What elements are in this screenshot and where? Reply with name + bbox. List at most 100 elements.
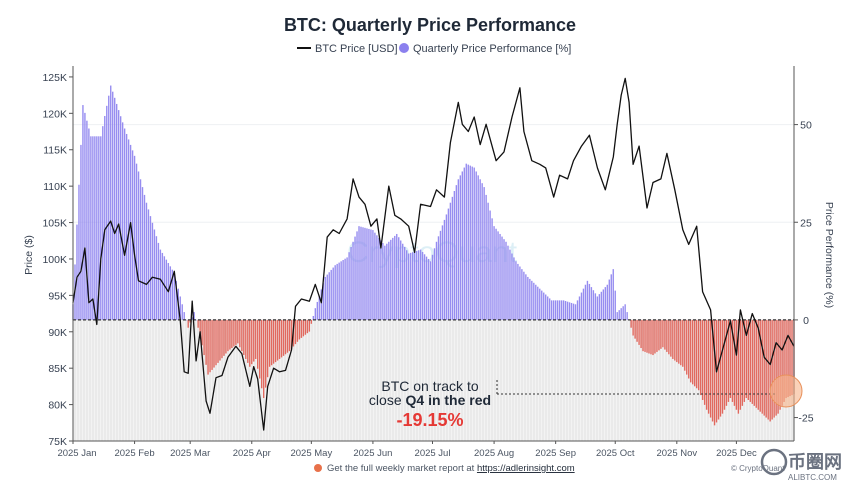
performance-bar bbox=[672, 319, 674, 359]
performance-bar bbox=[374, 232, 376, 320]
performance-bar bbox=[435, 241, 438, 320]
performance-bar bbox=[268, 319, 271, 367]
performance-bar bbox=[318, 295, 320, 320]
annotation-line1: BTC on track to bbox=[381, 378, 478, 394]
performance-bar bbox=[125, 133, 128, 320]
performance-bar bbox=[274, 319, 277, 363]
performance-bar bbox=[378, 237, 380, 320]
copyright-text: © CryptoQuant bbox=[731, 464, 785, 473]
y-left-tick-label: 115K bbox=[43, 145, 67, 157]
performance-bar bbox=[76, 224, 78, 320]
performance-bar bbox=[767, 319, 769, 420]
performance-bar bbox=[771, 319, 773, 420]
footer: Get the full weekly market report at htt… bbox=[314, 463, 575, 474]
performance-bar bbox=[199, 319, 201, 336]
performance-bar bbox=[157, 242, 160, 320]
performance-bar bbox=[519, 266, 521, 320]
performance-bar bbox=[755, 319, 757, 408]
performance-bar bbox=[324, 276, 326, 320]
performance-bar bbox=[225, 319, 227, 354]
y-left-tick-label: 100K bbox=[42, 254, 67, 266]
performance-bar bbox=[723, 319, 726, 410]
performance-bar bbox=[163, 256, 166, 320]
performance-bar bbox=[523, 271, 525, 320]
negative-region-fill bbox=[73, 319, 794, 441]
performance-bar bbox=[231, 319, 233, 349]
performance-bar bbox=[419, 249, 422, 320]
performance-bar bbox=[449, 202, 452, 320]
performance-bar bbox=[701, 319, 704, 400]
performance-bar bbox=[791, 319, 793, 396]
performance-bar bbox=[695, 319, 698, 389]
performance-bar bbox=[191, 317, 193, 320]
performance-bar bbox=[713, 319, 716, 426]
performance-bar bbox=[640, 319, 642, 349]
performance-bar bbox=[183, 312, 185, 320]
performance-bar bbox=[411, 252, 414, 320]
performance-bar bbox=[560, 300, 563, 320]
performance-bar bbox=[300, 319, 303, 338]
y-left-tick-label: 90K bbox=[48, 327, 67, 339]
performance-bar bbox=[380, 240, 382, 320]
performance-bar bbox=[390, 239, 392, 320]
performance-bar bbox=[272, 319, 275, 364]
performance-bar bbox=[501, 236, 503, 320]
performance-bar bbox=[320, 289, 322, 320]
performance-bar bbox=[493, 226, 495, 320]
performance-bar bbox=[489, 210, 491, 320]
performance-bar bbox=[110, 85, 112, 320]
performance-bar bbox=[245, 319, 247, 359]
performance-bar bbox=[612, 269, 614, 320]
performance-bar bbox=[638, 319, 640, 345]
performance-bar bbox=[721, 319, 724, 414]
y-left-ticks: 75K 80K 85K 90K 95K 100K 105K 110K 115K 120K 125K bbox=[42, 72, 73, 448]
performance-bar bbox=[785, 319, 787, 399]
performance-bar bbox=[284, 319, 287, 355]
performance-bar bbox=[84, 112, 86, 320]
performance-bar bbox=[600, 291, 603, 320]
annotation-highlight-circle bbox=[769, 374, 803, 408]
performance-bar bbox=[445, 214, 448, 320]
performance-bar bbox=[119, 116, 122, 320]
performance-bar bbox=[624, 304, 626, 320]
performance-bar bbox=[636, 319, 638, 342]
performance-bar bbox=[515, 261, 517, 320]
performance-bar bbox=[703, 319, 706, 405]
performance-bar bbox=[137, 171, 140, 320]
performance-bar bbox=[604, 287, 607, 320]
performance-bar bbox=[417, 250, 420, 320]
performance-bar bbox=[171, 269, 174, 320]
performance-bar bbox=[727, 319, 730, 402]
performance-bar bbox=[576, 300, 579, 320]
performance-bar bbox=[342, 260, 344, 320]
performance-bar bbox=[521, 269, 523, 320]
legend-perf-swatch bbox=[399, 43, 409, 53]
performance-bar bbox=[219, 319, 221, 361]
performance-bar bbox=[574, 304, 577, 320]
performance-bar bbox=[668, 319, 670, 355]
performance-bar bbox=[149, 216, 152, 320]
performance-bar bbox=[260, 319, 263, 389]
performance-bar bbox=[332, 267, 334, 320]
performance-bar bbox=[513, 257, 515, 320]
performance-bar bbox=[568, 302, 571, 320]
performance-bar bbox=[314, 308, 317, 320]
performance-bar bbox=[664, 319, 666, 350]
performance-bar bbox=[550, 300, 553, 320]
performance-bar bbox=[749, 319, 751, 402]
performance-bar bbox=[193, 312, 195, 320]
performance-bar bbox=[185, 319, 187, 321]
performance-bar bbox=[102, 126, 104, 320]
y-left-tick-label: 95K bbox=[48, 290, 67, 302]
performance-bar bbox=[666, 319, 668, 352]
performance-bar bbox=[620, 308, 622, 320]
performance-bar bbox=[487, 202, 489, 320]
performance-bar bbox=[400, 240, 402, 320]
performance-bar bbox=[322, 283, 324, 320]
footer-link[interactable]: https://adlerinsight.com bbox=[477, 463, 575, 474]
performance-bar bbox=[86, 120, 88, 320]
performance-bar bbox=[596, 296, 599, 320]
performance-bar bbox=[660, 319, 662, 349]
performance-bar bbox=[759, 319, 761, 412]
performance-bar bbox=[552, 300, 555, 320]
